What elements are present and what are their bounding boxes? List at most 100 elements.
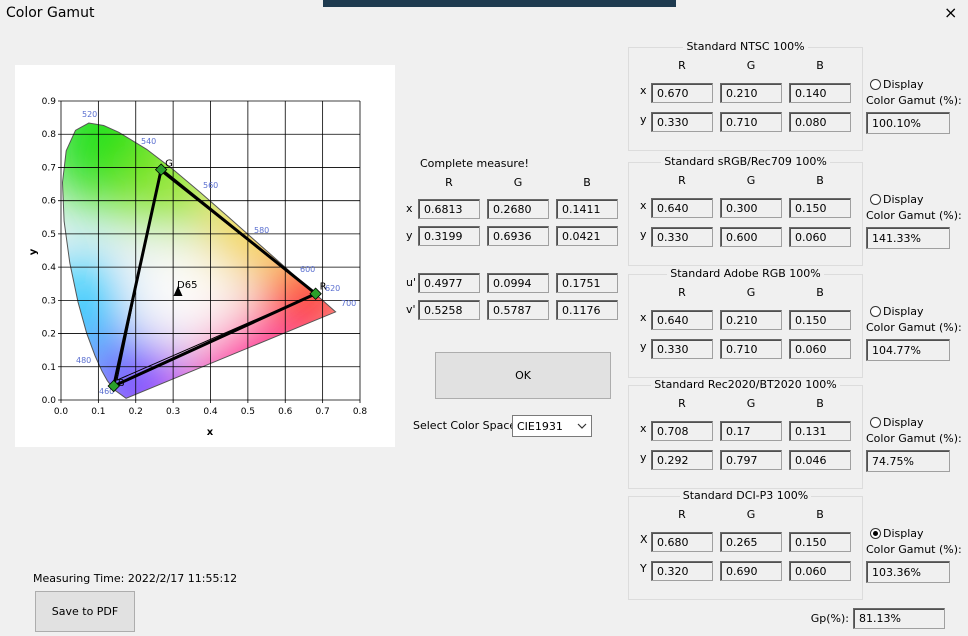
column-header: B bbox=[816, 508, 824, 521]
value-box: 0.080 bbox=[789, 112, 851, 132]
x-tick-label: 0.7 bbox=[315, 407, 329, 417]
column-header: R bbox=[678, 59, 686, 72]
value-box: 0.0421 bbox=[556, 226, 618, 246]
save-pdf-button[interactable]: Save to PDF bbox=[35, 591, 135, 632]
value-box: 0.680 bbox=[651, 532, 713, 552]
column-header: G bbox=[746, 508, 756, 521]
x-tick-label: 0.5 bbox=[241, 407, 255, 417]
x-tick-label: 0.2 bbox=[129, 407, 143, 417]
value-box: 0.060 bbox=[789, 339, 851, 359]
value-box: 0.330 bbox=[651, 112, 713, 132]
display-radio[interactable] bbox=[870, 528, 881, 539]
y-tick-label: 0.6 bbox=[42, 197, 57, 207]
column-header: R bbox=[678, 508, 686, 521]
x-tick-label: 0.3 bbox=[166, 407, 180, 417]
display-radio[interactable] bbox=[870, 79, 881, 90]
column-header: R bbox=[445, 176, 453, 189]
save-pdf-label: Save to PDF bbox=[51, 605, 119, 618]
column-header: B bbox=[816, 59, 824, 72]
column-header: G bbox=[746, 59, 756, 72]
row-label: x bbox=[640, 311, 647, 324]
grid: 0.0 0.1 0.2 0.3 0.4 0.5 0.6 0.7 0.8 0.0 0.1 0.2 0.3 0… bbox=[42, 97, 368, 417]
display-radio[interactable] bbox=[870, 417, 881, 428]
row-label: X bbox=[640, 533, 648, 546]
value-box: 0.1411 bbox=[556, 199, 618, 219]
value-box: 0.640 bbox=[651, 310, 713, 330]
x-tick-label: 0.0 bbox=[54, 407, 69, 417]
column-header: B bbox=[816, 397, 824, 410]
value-box: 0.292 bbox=[651, 450, 713, 470]
value-box: 0.1176 bbox=[556, 300, 618, 320]
value-box: 0.6936 bbox=[487, 226, 549, 246]
x-axis-label: x bbox=[207, 427, 214, 438]
wavelength-label: 540 bbox=[141, 137, 156, 146]
column-header: R bbox=[678, 286, 686, 299]
gamut-value: 104.77% bbox=[866, 339, 950, 361]
value-box: 0.046 bbox=[789, 450, 851, 470]
value-box: 0.640 bbox=[651, 198, 713, 218]
vertex-label: R bbox=[320, 282, 327, 293]
y-tick-label: 0.2 bbox=[42, 330, 56, 340]
row-label: Y bbox=[640, 562, 647, 575]
gamut-label: Color Gamut (%): bbox=[866, 432, 962, 445]
row-label: x bbox=[640, 84, 647, 97]
gamut-value: 103.36% bbox=[866, 561, 950, 583]
column-header: R bbox=[678, 397, 686, 410]
value-box: 0.3199 bbox=[418, 226, 480, 246]
white-point-marker bbox=[173, 286, 183, 296]
close-button[interactable]: × bbox=[944, 3, 958, 22]
wavelength-label: 620 bbox=[325, 284, 340, 293]
ok-button[interactable]: OK bbox=[435, 352, 611, 399]
row-label: x bbox=[640, 422, 647, 435]
column-header: G bbox=[746, 397, 756, 410]
column-header: B bbox=[816, 174, 824, 187]
wavelength-label: 460 bbox=[99, 387, 114, 396]
display-radio[interactable] bbox=[870, 306, 881, 317]
wavelength-label: 580 bbox=[254, 226, 269, 235]
value-box: 0.2680 bbox=[487, 199, 549, 219]
y-tick-label: 0.7 bbox=[42, 163, 56, 173]
vertex-marker bbox=[154, 163, 168, 176]
value-box: 0.6813 bbox=[418, 199, 480, 219]
column-header: G bbox=[746, 286, 756, 299]
x-tick-label: 0.8 bbox=[353, 407, 368, 417]
value-box: 0.265 bbox=[720, 532, 782, 552]
value-box: 0.690 bbox=[720, 561, 782, 581]
value-box: 0.300 bbox=[720, 198, 782, 218]
measure-status: Complete measure! bbox=[420, 157, 529, 170]
value-box: 0.1751 bbox=[556, 273, 618, 293]
display-label: Display bbox=[883, 416, 924, 429]
group-title: Standard sRGB/Rec709 100% bbox=[628, 155, 863, 168]
column-header: R bbox=[678, 174, 686, 187]
value-box: 0.060 bbox=[789, 227, 851, 247]
vertex-marker bbox=[107, 379, 120, 393]
display-label: Display bbox=[883, 78, 924, 91]
row-label: y bbox=[640, 228, 647, 241]
color-space-dropdown[interactable]: CIE1931 bbox=[512, 415, 592, 437]
gp-value: 81.13% bbox=[853, 608, 945, 629]
gamut-label: Color Gamut (%): bbox=[866, 321, 962, 334]
value-box: 0.17 bbox=[720, 421, 782, 441]
x-tick-label: 0.4 bbox=[203, 407, 218, 417]
row-label: y bbox=[640, 451, 647, 464]
measured-triangle bbox=[112, 168, 318, 388]
dropdown-arrow bbox=[577, 423, 587, 429]
value-box: 0.330 bbox=[651, 227, 713, 247]
window-title: Color Gamut bbox=[6, 5, 95, 21]
value-box: 0.150 bbox=[789, 310, 851, 330]
vertex-label: G bbox=[165, 159, 173, 170]
column-header: B bbox=[583, 176, 591, 189]
gamut-plot: 0.0 0.1 0.2 0.3 0.4 0.5 0.6 0.7 0.8 0.0 0.1 0.2 0.3 0… bbox=[15, 65, 395, 447]
value-box: 0.060 bbox=[789, 561, 851, 581]
vertex-marker bbox=[309, 287, 322, 300]
y-tick-label: 0.9 bbox=[42, 97, 57, 107]
row-label: y bbox=[640, 340, 647, 353]
column-header: G bbox=[513, 176, 523, 189]
row-label: x bbox=[406, 202, 413, 215]
display-radio[interactable] bbox=[870, 194, 881, 205]
value-box: 0.5787 bbox=[487, 300, 549, 320]
row-label: y bbox=[406, 229, 413, 242]
display-label: Display bbox=[883, 305, 924, 318]
gamut-label: Color Gamut (%): bbox=[866, 543, 962, 556]
